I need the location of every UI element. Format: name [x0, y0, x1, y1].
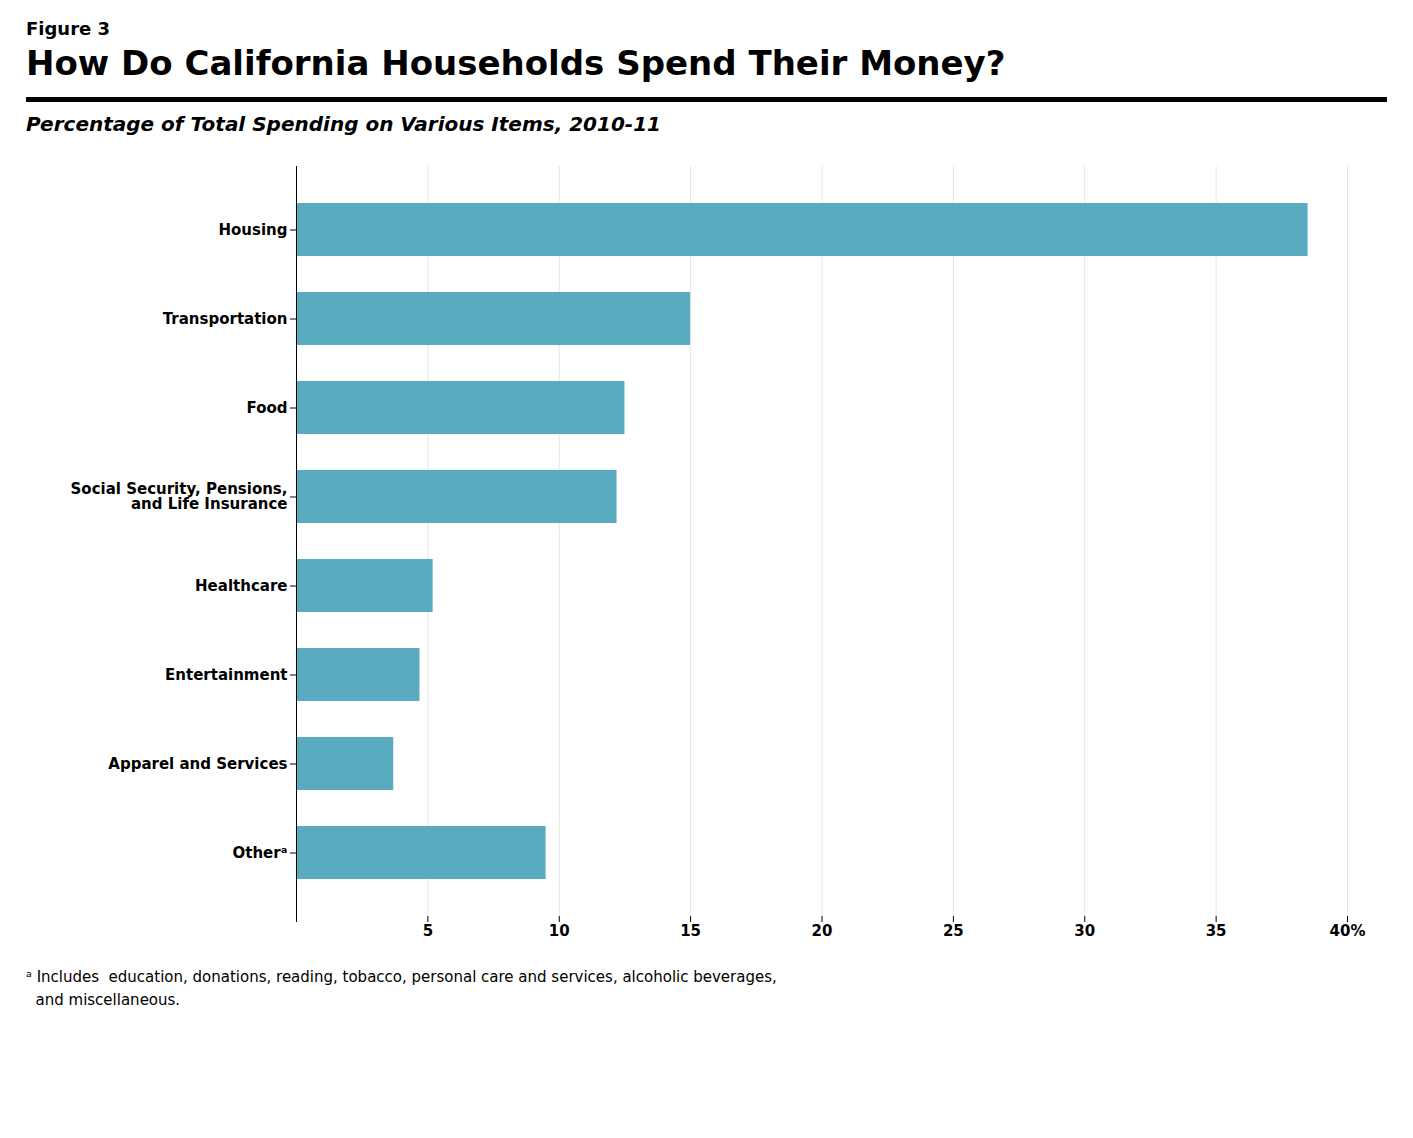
html-text:ᵃ Includes education, donation: ᵃ Includes education, donations, reading… [26, 968, 777, 986]
svg-text:5: 5 [423, 922, 433, 940]
svg-text:Otherᵃ: Otherᵃ [232, 844, 287, 862]
svg-text:25: 25 [943, 922, 964, 940]
svg-text:15: 15 [680, 922, 701, 940]
svg-text:20: 20 [812, 922, 833, 940]
svg-text:40%: 40% [1330, 922, 1366, 940]
svg-text:Food: Food [247, 399, 288, 417]
svg-text:Healthcare: Healthcare [195, 577, 287, 595]
svg-text:30: 30 [1074, 922, 1095, 940]
svg-text:Housing: Housing [218, 221, 287, 239]
html-text:Figure 3: Figure 3 [26, 18, 110, 39]
svg-text:Social Security, Pensions,and: Social Security, Pensions,and Life Insur… [71, 480, 288, 513]
svg-text:10: 10 [549, 922, 570, 940]
svg-text:Apparel and Services: Apparel and Services [108, 755, 287, 773]
html-text:How Do California Households S: How Do California Households Spend Their… [26, 43, 1006, 83]
html-text:and miscellaneous.: and miscellaneous. [26, 990, 181, 1009]
html-text:Percentage of Total Spending o: Percentage of Total Spending on Various … [26, 112, 661, 136]
svg-text:35: 35 [1206, 922, 1227, 940]
svg-text:Transportation: Transportation [163, 310, 288, 328]
svg-text:Entertainment: Entertainment [165, 666, 287, 684]
